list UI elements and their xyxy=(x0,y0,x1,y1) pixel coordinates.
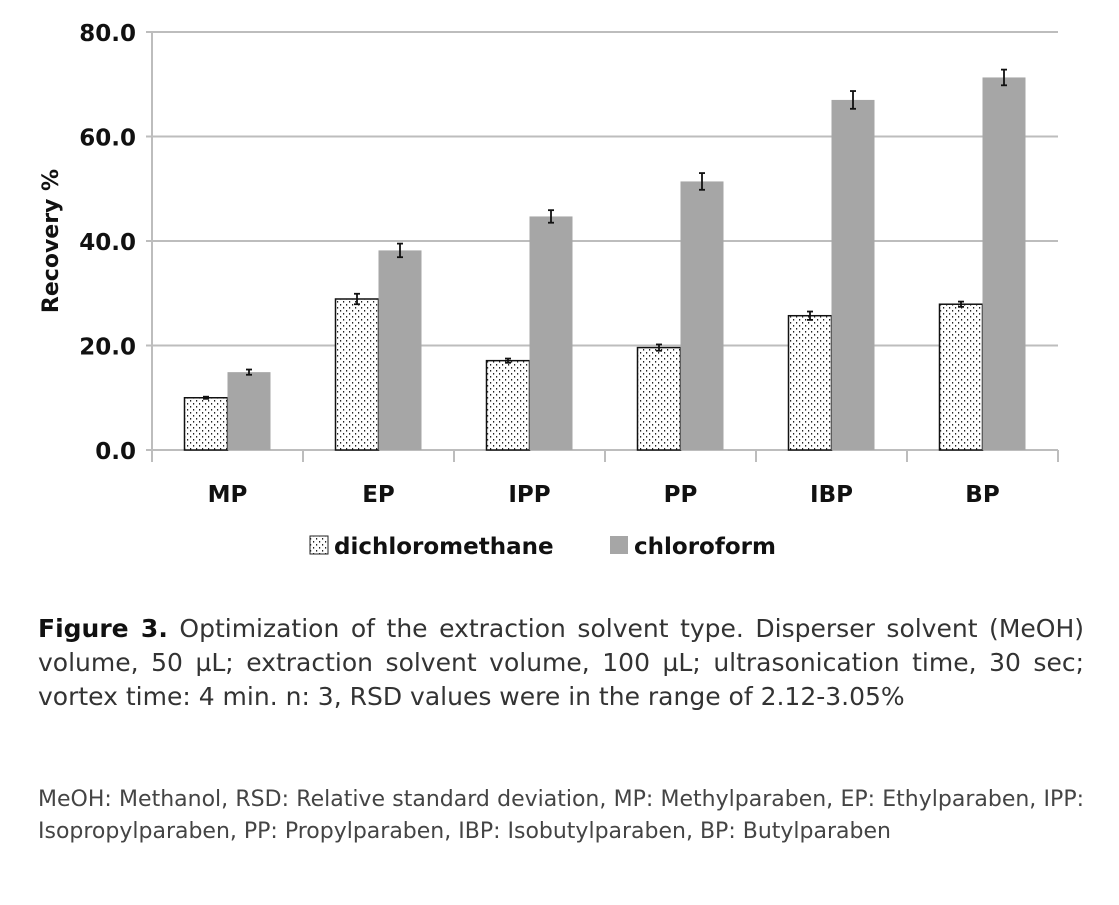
error-bar xyxy=(505,357,511,364)
bar-dichloromethane-BP xyxy=(938,303,984,451)
x-tick-label: BP xyxy=(965,482,999,508)
x-tick-label: IPP xyxy=(508,482,550,508)
figure-caption: Figure 3. Optimization of the extraction… xyxy=(38,612,1084,714)
legend-swatch-dichloromethane xyxy=(309,535,329,555)
bar-dichloromethane-MP xyxy=(183,397,229,451)
legend-label-chloroform: chloroform xyxy=(634,534,776,560)
error-bar xyxy=(203,395,209,400)
error-bar xyxy=(1001,68,1007,87)
bar-dichloromethane-IPP xyxy=(485,359,531,451)
bar-dichloromethane-IBP xyxy=(787,314,833,451)
y-axis-label: Recovery % xyxy=(39,169,64,313)
caption-text: Optimization of the extraction solvent t… xyxy=(38,614,1084,711)
figure-label: Figure 3. xyxy=(38,614,168,643)
error-bar xyxy=(807,310,813,321)
legend-swatch-chloroform xyxy=(610,536,628,554)
y-tick-label: 20.0 xyxy=(79,335,136,361)
bar-chloroform-PP xyxy=(680,181,724,450)
error-bar xyxy=(246,368,252,376)
error-bar xyxy=(656,343,662,352)
y-tick-label: 60.0 xyxy=(79,126,136,152)
bar-chart: 0.0 20.0 40.0 60.0 80.0 MP EP IPP PP IBP BP Recove… xyxy=(39,21,1059,560)
error-bar xyxy=(354,292,360,306)
x-tick-label: EP xyxy=(362,482,395,508)
bar-dichloromethane-PP xyxy=(636,346,682,451)
bar-chloroform-IPP xyxy=(529,216,573,450)
abbreviations-note: MeOH: Methanol, RSD: Relative standard d… xyxy=(38,787,1084,844)
error-bar xyxy=(850,90,856,110)
bar-dichloromethane-EP xyxy=(334,298,380,451)
y-tick-label: 80.0 xyxy=(79,21,136,47)
bar-chloroform-EP xyxy=(378,250,422,450)
x-tick-label: PP xyxy=(664,482,698,508)
bar-chloroform-BP xyxy=(982,77,1026,451)
x-tick-label: IBP xyxy=(810,482,853,508)
error-bar xyxy=(548,209,554,224)
y-tick-label: 0.0 xyxy=(95,439,136,465)
x-tick-label: MP xyxy=(208,482,248,508)
bar-chloroform-MP xyxy=(227,372,271,450)
legend: dichloromethane chloroform xyxy=(309,534,776,560)
y-tick-label: 40.0 xyxy=(79,230,136,256)
bar-chloroform-IBP xyxy=(831,99,875,451)
error-bar xyxy=(958,300,964,308)
error-bar xyxy=(397,242,403,259)
legend-label-dichloromethane: dichloromethane xyxy=(334,534,554,560)
error-bar xyxy=(699,172,705,191)
